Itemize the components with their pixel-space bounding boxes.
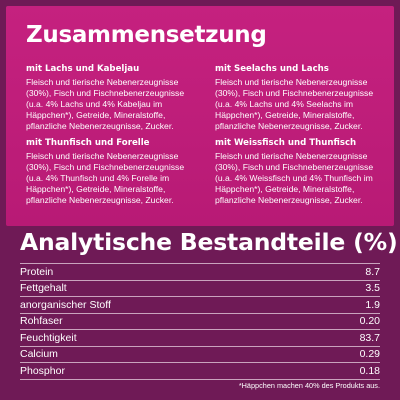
row-value: 83.7 xyxy=(359,331,380,344)
table-row: Phosphor 0.18 xyxy=(20,363,380,380)
variety-block: mit Weissfisch und Thunfisch Fleisch und… xyxy=(215,138,390,206)
variety-grid: mit Lachs und Kabeljau Fleisch und tieri… xyxy=(26,64,386,206)
row-value: 0.20 xyxy=(359,315,380,328)
variety-block: mit Lachs und Kabeljau Fleisch und tieri… xyxy=(26,64,201,132)
table-row: Feuchtigkeit 83.7 xyxy=(20,330,380,347)
variety-description: Fleisch und tierische Nebenerzeugnisse (… xyxy=(215,151,374,205)
variety-description: Fleisch und tierische Nebenerzeugnisse (… xyxy=(26,77,185,131)
variety-name: mit Seelachs und Lachs xyxy=(215,64,329,74)
composition-title: Zusammensetzung xyxy=(26,22,267,48)
row-value: 8.7 xyxy=(365,265,380,278)
variety-description: Fleisch und tierische Nebenerzeugnisse (… xyxy=(26,151,185,205)
row-value: 0.18 xyxy=(359,364,380,377)
analysis-title: Analytische Bestandteile (%) xyxy=(20,228,398,256)
variety-name: mit Lachs und Kabeljau xyxy=(26,64,140,74)
row-label: Phosphor xyxy=(20,364,65,377)
variety-block: mit Thunfisch und Forelle Fleisch und ti… xyxy=(26,138,201,206)
row-value: 0.29 xyxy=(359,348,380,361)
table-row: Rohfaser 0.20 xyxy=(20,314,380,330)
table-row: Protein 8.7 xyxy=(20,264,380,281)
row-label: Fettgehalt xyxy=(20,282,67,295)
row-label: Rohfaser xyxy=(20,315,63,328)
row-label: Calcium xyxy=(20,348,58,361)
analysis-table: Protein 8.7 Fettgehalt 3.5 anorganischer… xyxy=(20,263,380,380)
variety-name: mit Thunfisch und Forelle xyxy=(26,138,150,148)
footnote: *Häppchen machen 40% des Produkts aus. xyxy=(238,381,380,390)
table-row: Calcium 0.29 xyxy=(20,347,380,363)
variety-name: mit Weissfisch und Thunfisch xyxy=(215,138,357,148)
table-row: Fettgehalt 3.5 xyxy=(20,281,380,297)
composition-panel: Zusammensetzung mit Lachs und Kabeljau F… xyxy=(6,6,394,226)
row-label: anorganischer Stoff xyxy=(20,298,111,311)
row-value: 3.5 xyxy=(365,282,380,295)
table-row: anorganischer Stoff 1.9 xyxy=(20,297,380,314)
variety-description: Fleisch und tierische Nebenerzeugnisse (… xyxy=(215,77,374,131)
row-label: Feuchtigkeit xyxy=(20,331,77,344)
row-value: 1.9 xyxy=(365,298,380,311)
variety-block: mit Seelachs und Lachs Fleisch und tieri… xyxy=(215,64,390,132)
row-label: Protein xyxy=(20,265,54,278)
